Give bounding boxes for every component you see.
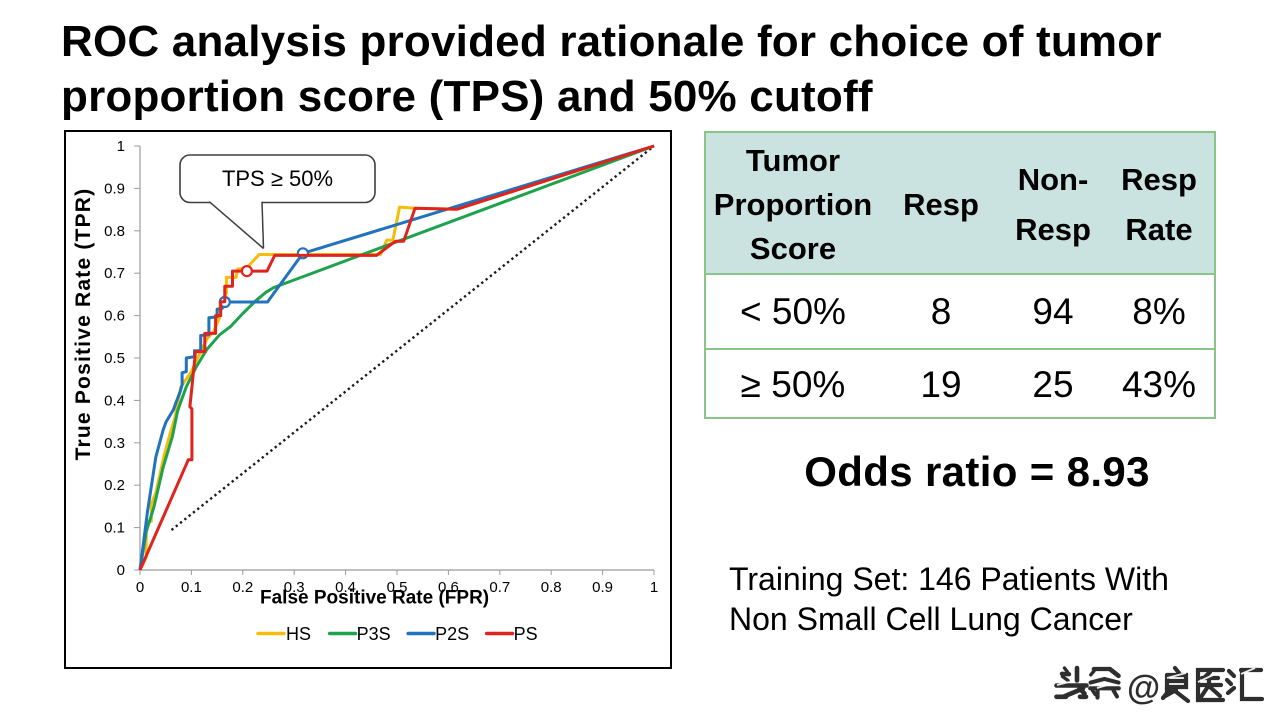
svg-text:0.7: 0.7	[104, 265, 125, 282]
svg-text:0.3: 0.3	[104, 435, 125, 452]
svg-text:PS: PS	[514, 624, 538, 644]
svg-text:1: 1	[117, 138, 125, 155]
svg-text:1: 1	[650, 579, 658, 596]
svg-text:0.8: 0.8	[541, 579, 562, 596]
svg-text:0.9: 0.9	[104, 180, 125, 197]
svg-text:0.1: 0.1	[104, 520, 125, 537]
svg-text:P3S: P3S	[357, 624, 391, 644]
svg-text:0.8: 0.8	[104, 223, 125, 240]
svg-text:P2S: P2S	[435, 624, 469, 644]
svg-text:0.2: 0.2	[232, 579, 253, 596]
svg-text:0.4: 0.4	[335, 579, 356, 596]
svg-text:True Positive Rate (TPR): True Positive Rate (TPR)	[72, 188, 95, 461]
svg-text:0.5: 0.5	[387, 579, 408, 596]
svg-text:0.4: 0.4	[104, 392, 125, 409]
svg-text:0.7: 0.7	[489, 579, 510, 596]
svg-text:0: 0	[136, 579, 144, 596]
svg-text:HS: HS	[286, 624, 311, 644]
svg-text:TPS ≥ 50%: TPS ≥ 50%	[222, 166, 333, 191]
svg-text:0.6: 0.6	[438, 579, 459, 596]
svg-text:0.3: 0.3	[284, 579, 305, 596]
svg-text:0.1: 0.1	[181, 579, 202, 596]
svg-text:0.2: 0.2	[104, 477, 125, 494]
svg-text:0.5: 0.5	[104, 350, 125, 367]
svg-text:False Positive Rate (FPR): False Positive Rate (FPR)	[260, 588, 489, 609]
svg-text:@: @	[1127, 669, 1160, 707]
svg-text:0.6: 0.6	[104, 308, 125, 325]
svg-text:0: 0	[117, 562, 125, 579]
svg-text:0.9: 0.9	[592, 579, 613, 596]
